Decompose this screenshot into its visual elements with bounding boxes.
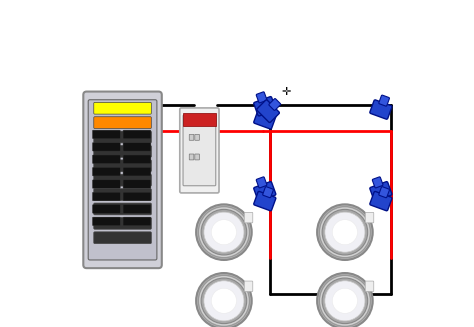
Text: ✛: ✛ (282, 87, 291, 96)
FancyBboxPatch shape (256, 92, 267, 103)
FancyBboxPatch shape (257, 100, 279, 123)
FancyBboxPatch shape (372, 177, 383, 188)
FancyBboxPatch shape (254, 96, 276, 116)
FancyBboxPatch shape (94, 217, 151, 229)
FancyBboxPatch shape (94, 146, 151, 157)
Circle shape (317, 204, 373, 260)
FancyBboxPatch shape (94, 117, 151, 129)
FancyBboxPatch shape (365, 213, 374, 223)
FancyBboxPatch shape (83, 92, 162, 268)
FancyBboxPatch shape (123, 192, 151, 201)
FancyBboxPatch shape (123, 167, 151, 176)
FancyBboxPatch shape (92, 192, 120, 201)
Circle shape (204, 212, 244, 252)
FancyBboxPatch shape (92, 143, 120, 151)
FancyBboxPatch shape (189, 154, 194, 160)
FancyBboxPatch shape (379, 95, 390, 106)
Circle shape (211, 288, 237, 313)
FancyBboxPatch shape (123, 205, 151, 213)
FancyBboxPatch shape (94, 131, 151, 143)
Circle shape (201, 209, 246, 255)
FancyBboxPatch shape (92, 205, 120, 213)
FancyBboxPatch shape (254, 191, 276, 211)
FancyBboxPatch shape (254, 181, 276, 201)
FancyBboxPatch shape (370, 100, 392, 119)
Circle shape (201, 278, 246, 324)
FancyBboxPatch shape (195, 154, 200, 160)
FancyBboxPatch shape (123, 155, 151, 164)
Circle shape (198, 275, 249, 326)
Circle shape (319, 275, 371, 326)
FancyBboxPatch shape (94, 203, 151, 215)
Bar (183, 113, 216, 126)
FancyBboxPatch shape (92, 180, 120, 188)
Circle shape (322, 278, 368, 324)
FancyBboxPatch shape (189, 134, 194, 140)
FancyBboxPatch shape (195, 134, 200, 140)
FancyBboxPatch shape (123, 180, 151, 188)
FancyBboxPatch shape (94, 232, 151, 244)
Circle shape (196, 273, 252, 327)
Circle shape (204, 281, 244, 321)
Circle shape (319, 207, 371, 258)
Circle shape (317, 273, 373, 327)
FancyBboxPatch shape (183, 115, 216, 186)
FancyBboxPatch shape (379, 187, 390, 198)
FancyBboxPatch shape (94, 160, 151, 172)
FancyBboxPatch shape (180, 108, 219, 193)
FancyBboxPatch shape (256, 177, 267, 188)
FancyBboxPatch shape (365, 281, 374, 292)
Circle shape (325, 281, 365, 321)
Circle shape (211, 220, 237, 245)
FancyBboxPatch shape (92, 130, 120, 139)
FancyBboxPatch shape (370, 181, 392, 201)
FancyBboxPatch shape (92, 155, 120, 164)
FancyBboxPatch shape (370, 191, 392, 211)
Circle shape (198, 207, 249, 258)
FancyBboxPatch shape (92, 167, 120, 176)
FancyBboxPatch shape (244, 281, 253, 292)
FancyBboxPatch shape (263, 187, 273, 198)
Circle shape (196, 204, 252, 260)
FancyBboxPatch shape (94, 174, 151, 186)
FancyBboxPatch shape (123, 143, 151, 151)
FancyBboxPatch shape (94, 189, 151, 200)
Circle shape (332, 288, 357, 313)
FancyBboxPatch shape (94, 102, 151, 114)
FancyBboxPatch shape (123, 217, 151, 226)
FancyBboxPatch shape (244, 213, 253, 223)
Circle shape (322, 209, 368, 255)
FancyBboxPatch shape (92, 217, 120, 226)
Circle shape (325, 212, 365, 252)
Circle shape (332, 220, 357, 245)
FancyBboxPatch shape (88, 100, 157, 260)
FancyBboxPatch shape (123, 130, 151, 139)
FancyBboxPatch shape (263, 105, 273, 116)
FancyBboxPatch shape (254, 110, 276, 129)
FancyBboxPatch shape (269, 98, 281, 111)
